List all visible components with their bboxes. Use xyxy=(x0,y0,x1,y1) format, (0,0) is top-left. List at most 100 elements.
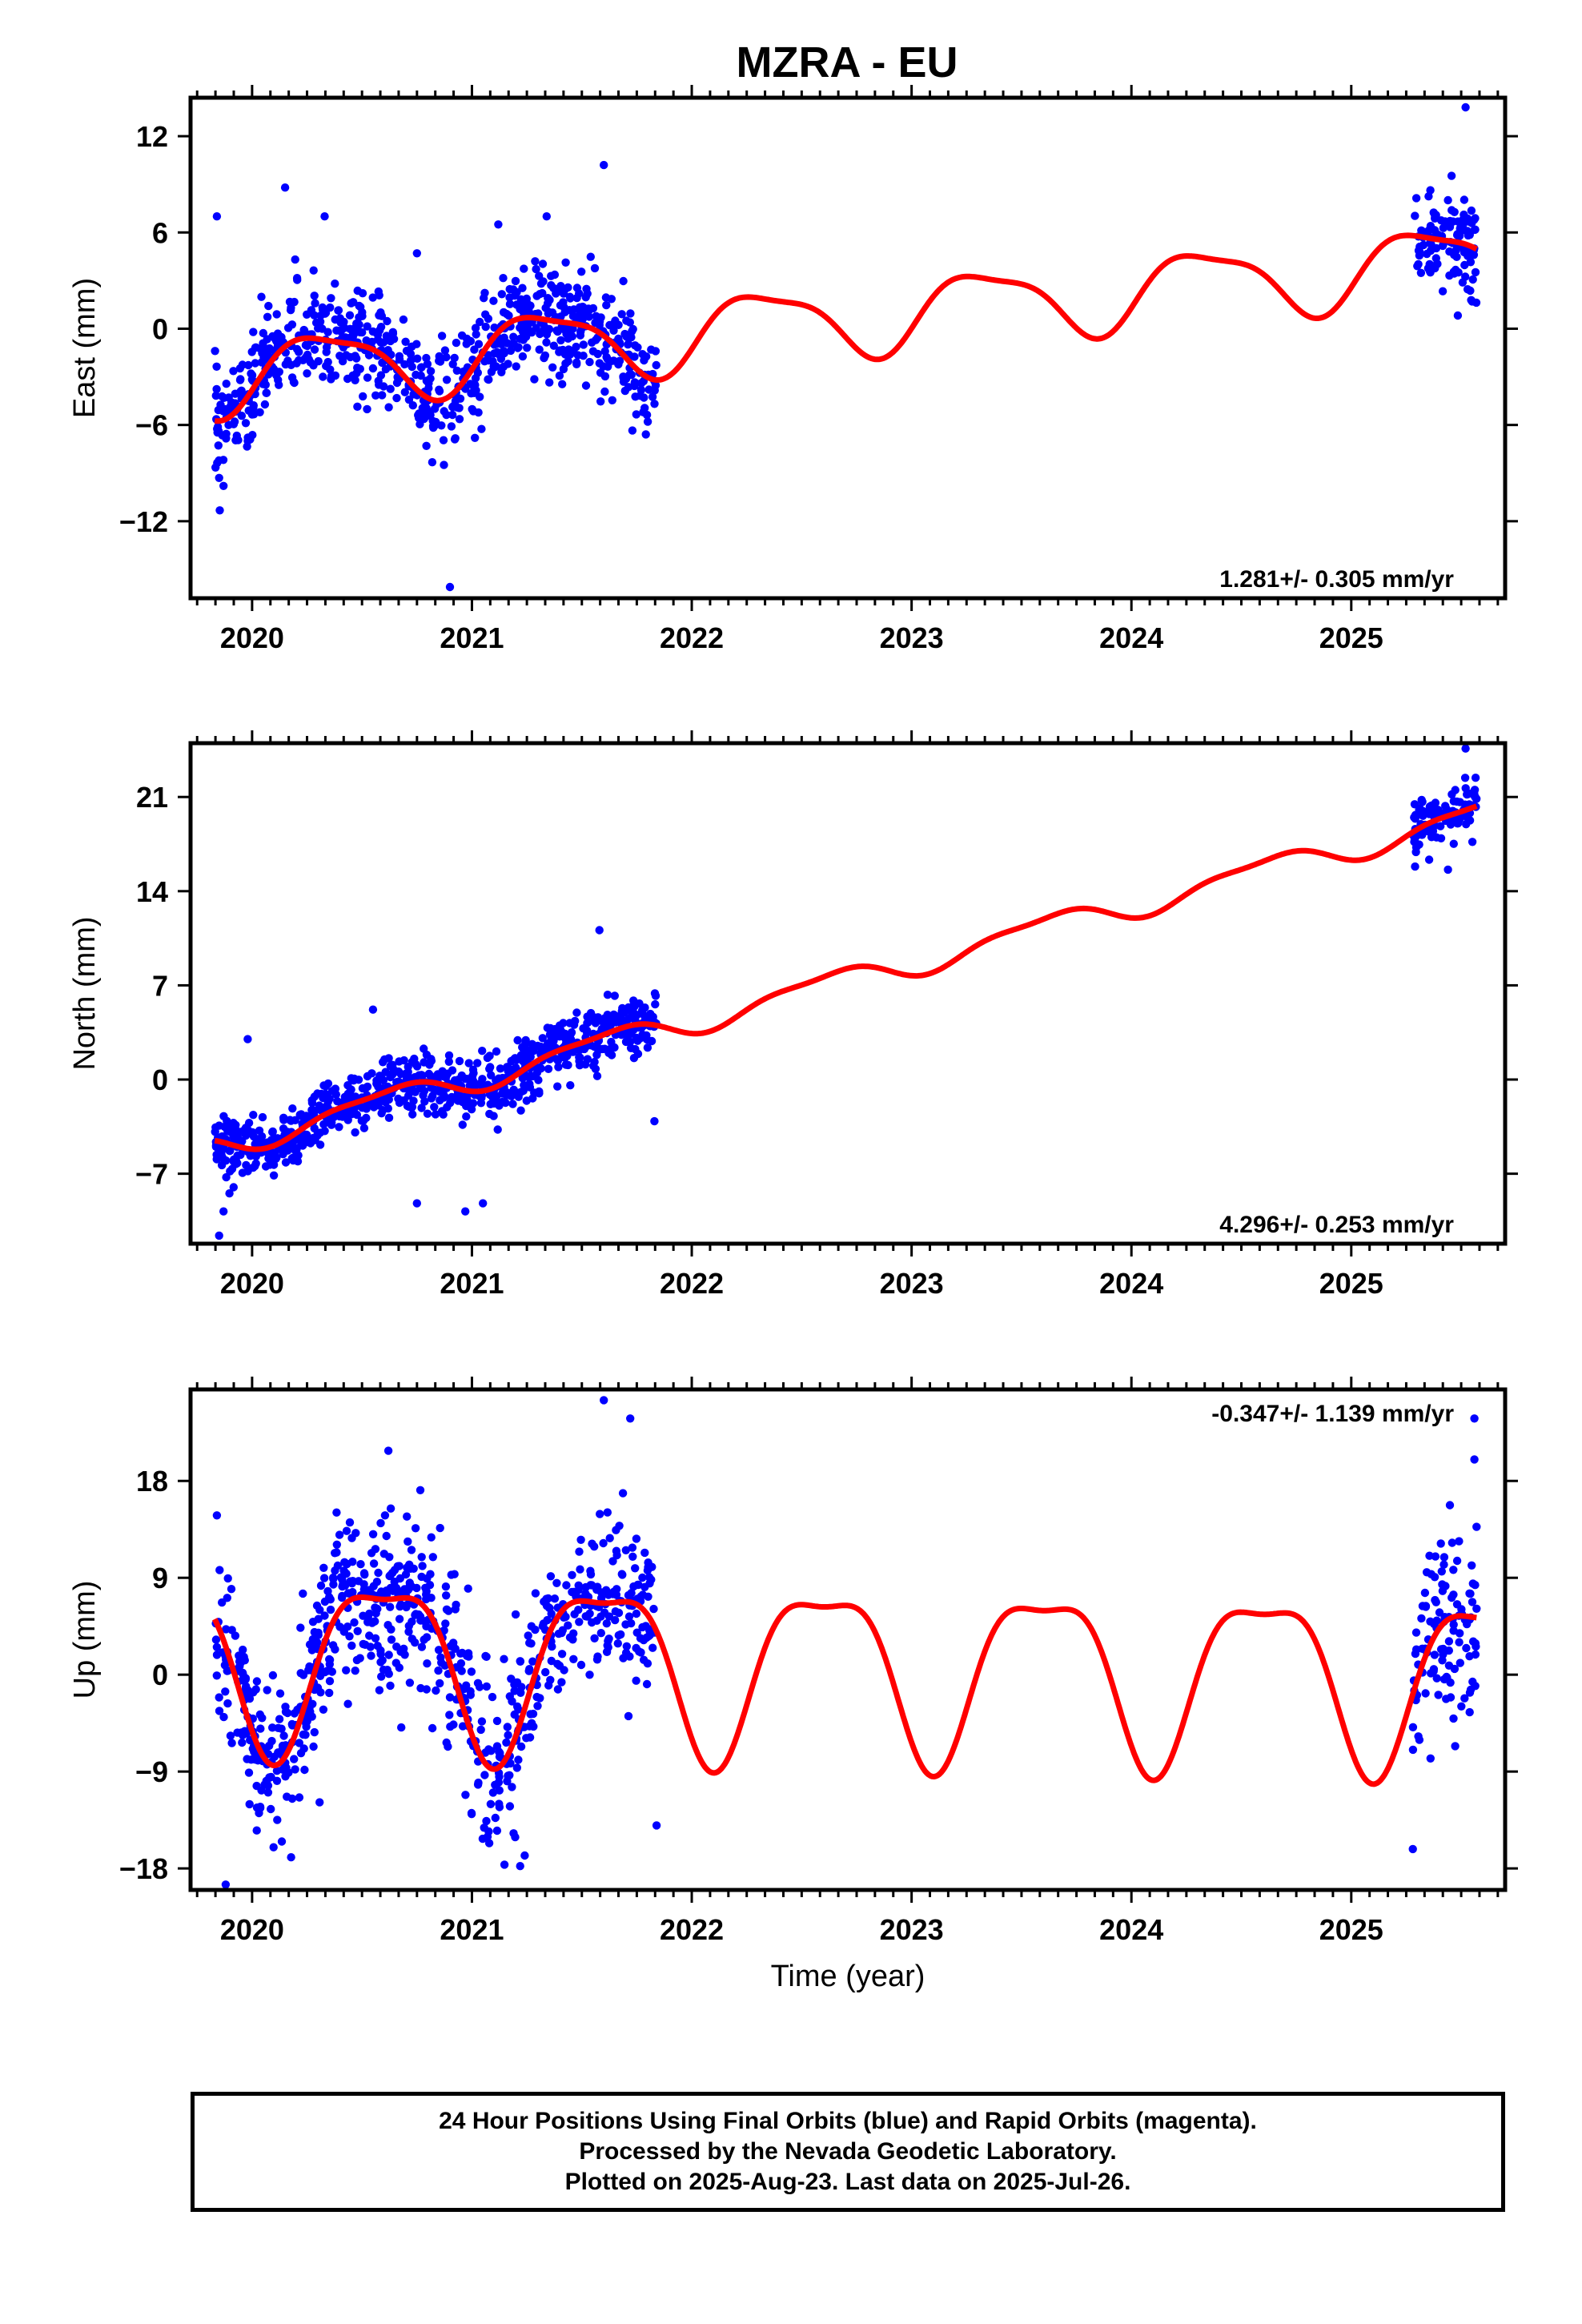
data-point xyxy=(1460,195,1469,204)
data-point xyxy=(552,1055,561,1063)
data-point xyxy=(602,300,611,310)
data-point xyxy=(596,1629,605,1638)
data-point xyxy=(484,375,493,384)
data-point xyxy=(1458,221,1468,231)
data-point xyxy=(347,1534,356,1542)
data-point xyxy=(542,338,551,347)
data-point xyxy=(479,1199,488,1208)
data-point xyxy=(379,1076,388,1085)
data-point xyxy=(1416,268,1426,277)
data-point xyxy=(403,1512,412,1521)
data-point xyxy=(596,397,605,406)
data-point xyxy=(430,1103,439,1112)
data-point xyxy=(603,1508,612,1517)
data-point xyxy=(518,328,528,336)
data-point xyxy=(1431,263,1439,273)
data-point xyxy=(632,1628,641,1637)
plot-area-east xyxy=(211,103,1481,592)
data-point xyxy=(329,1580,338,1589)
data-point xyxy=(281,1158,291,1167)
data-point xyxy=(411,1524,420,1533)
data-point xyxy=(1425,802,1435,811)
data-point xyxy=(518,352,528,361)
data-point xyxy=(473,368,482,377)
data-point xyxy=(620,1028,629,1038)
data-point xyxy=(496,1064,505,1073)
data-point xyxy=(461,1207,470,1216)
data-point xyxy=(1433,807,1443,816)
data-point xyxy=(474,340,484,348)
data-point xyxy=(482,1816,491,1826)
data-point xyxy=(1452,1556,1462,1566)
data-point xyxy=(292,344,302,354)
data-point xyxy=(366,1642,375,1651)
data-point xyxy=(450,1570,459,1578)
data-point xyxy=(335,1123,343,1132)
data-point xyxy=(347,1641,356,1651)
data-point xyxy=(1411,1628,1421,1637)
data-point xyxy=(436,1523,444,1533)
y-tick-label: 18 xyxy=(136,1465,168,1498)
data-point xyxy=(240,1656,249,1665)
x-tick-label: 2025 xyxy=(1319,1913,1383,1946)
data-point xyxy=(504,1066,512,1076)
data-point xyxy=(525,1638,534,1647)
data-point xyxy=(420,1044,428,1053)
data-point xyxy=(280,183,290,192)
data-point xyxy=(1421,1689,1430,1698)
data-point xyxy=(628,1001,638,1011)
data-point xyxy=(554,1063,563,1072)
data-point xyxy=(244,360,253,370)
data-point xyxy=(608,396,616,404)
data-point xyxy=(615,1522,624,1530)
data-point xyxy=(1436,834,1446,843)
data-point xyxy=(367,1069,376,1078)
data-point xyxy=(331,1645,339,1654)
data-point xyxy=(1421,809,1430,818)
data-point xyxy=(412,370,420,380)
data-point xyxy=(487,1071,496,1080)
data-point xyxy=(638,1573,647,1582)
data-point xyxy=(523,344,532,352)
x-tick-label: 2020 xyxy=(220,1267,284,1300)
data-point xyxy=(340,1092,349,1102)
data-point xyxy=(371,1545,380,1554)
data-point xyxy=(1449,1714,1458,1723)
data-point xyxy=(464,1649,473,1658)
data-point xyxy=(494,220,503,229)
data-point xyxy=(212,1155,221,1164)
data-point xyxy=(342,1666,351,1675)
data-point xyxy=(363,1618,372,1626)
data-point xyxy=(215,506,224,515)
data-point xyxy=(482,1682,491,1691)
data-point xyxy=(401,337,410,346)
data-point xyxy=(397,1723,406,1732)
data-point xyxy=(526,327,535,336)
data-point xyxy=(510,1710,519,1719)
data-point xyxy=(592,1655,602,1664)
data-point xyxy=(243,436,252,445)
data-point xyxy=(244,1768,254,1777)
footer-line-orbits: 24 Hour Positions Using Final Orbits (bl… xyxy=(439,2108,1257,2134)
data-point xyxy=(620,1008,629,1017)
data-point xyxy=(281,1772,290,1781)
data-point xyxy=(505,1771,514,1779)
y-tick-label: 0 xyxy=(152,1063,168,1096)
data-point xyxy=(382,332,391,340)
data-point xyxy=(572,1008,581,1017)
x-tick-label: 2024 xyxy=(1099,1267,1163,1300)
data-point xyxy=(484,314,493,324)
data-point xyxy=(490,363,499,372)
data-point xyxy=(384,403,393,412)
data-point xyxy=(1431,211,1440,219)
data-point xyxy=(478,1834,488,1844)
data-point xyxy=(612,1018,620,1027)
data-point xyxy=(1469,251,1479,259)
x-tick-label: 2022 xyxy=(660,1913,724,1946)
data-point xyxy=(582,1026,592,1035)
data-point xyxy=(610,1043,619,1052)
data-point xyxy=(239,1127,247,1136)
data-point xyxy=(641,1622,650,1630)
data-point xyxy=(355,328,365,337)
data-point xyxy=(289,377,299,387)
